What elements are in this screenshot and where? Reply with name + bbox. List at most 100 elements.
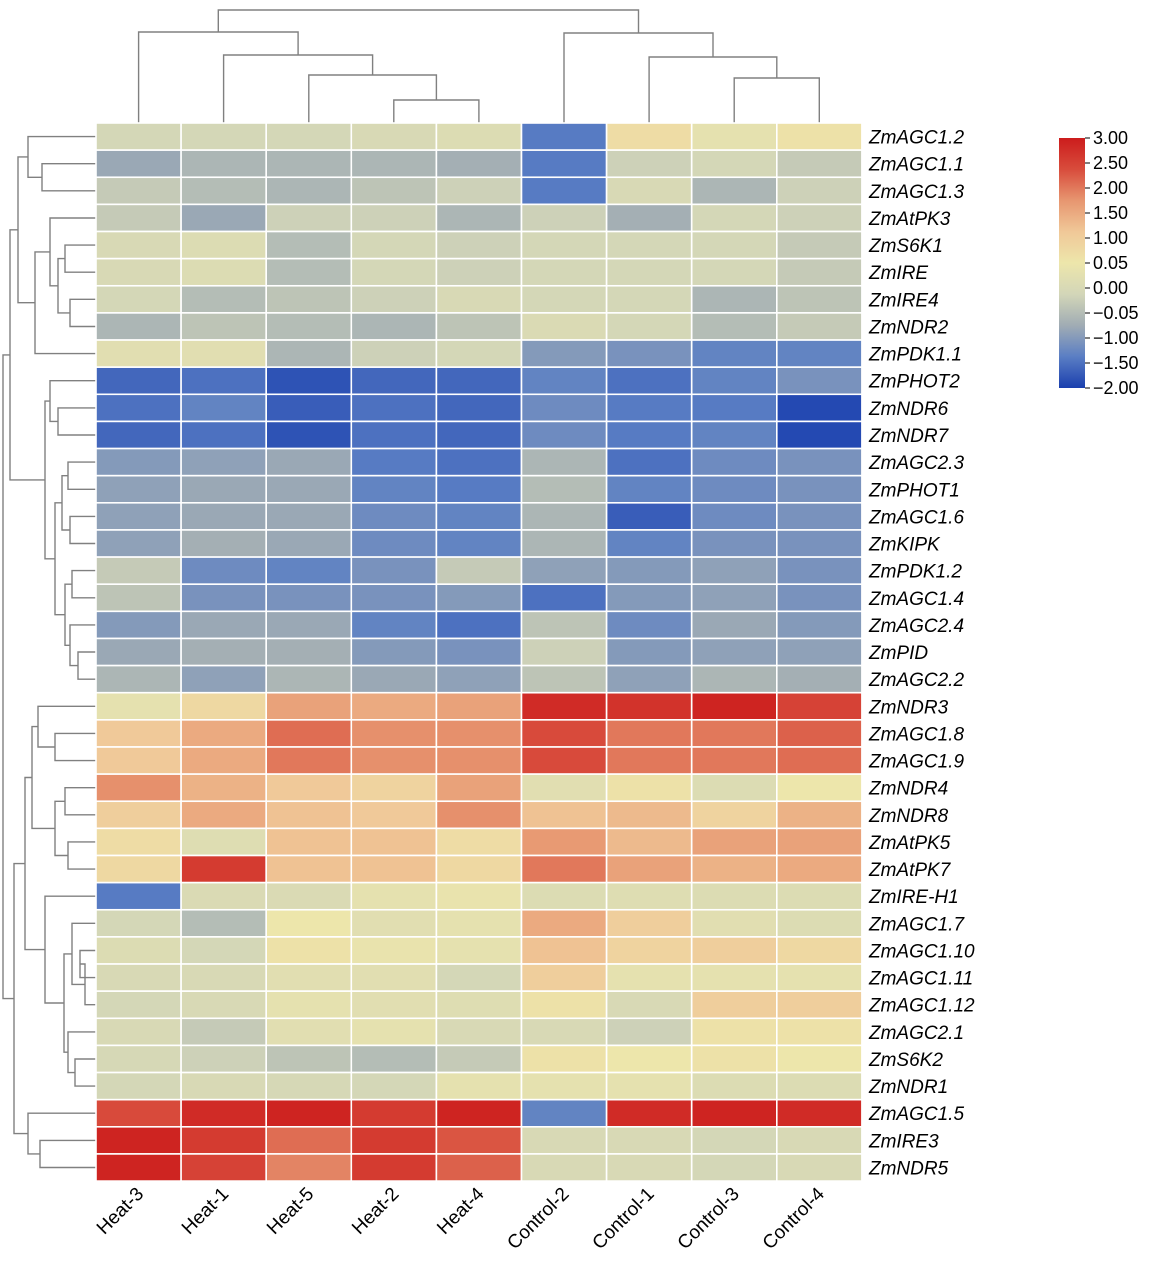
heatmap-cell [180,881,268,911]
row-dendrogram-link [77,651,96,680]
heatmap-cell [690,556,778,586]
heatmap-cell [775,447,863,477]
heatmap-cell [775,1098,863,1128]
heatmap-cell [265,664,353,694]
heatmap-cell [95,447,182,477]
heatmap-cell [180,339,268,368]
heatmap-cell [605,637,693,667]
heatmap-cell [690,176,778,206]
heatmap-cell [520,610,608,640]
heatmap-cells [95,122,863,1182]
row-label: ZmAGC1.12 [868,996,975,1017]
heatmap-cell [265,230,353,260]
heatmap-cell [690,746,778,775]
column-dendrogram-link [137,31,299,123]
row-label: ZmAtPK5 [868,833,951,854]
heatmap-cell [350,502,438,531]
heatmap-cell [350,963,438,992]
column-label: Heat-3 [93,1184,148,1239]
heatmap-cell [435,800,523,830]
heatmap-cell [435,827,523,857]
heatmap-cell [265,881,353,911]
row-label: ZmAGC1.5 [868,1104,964,1125]
heatmap-cell [95,610,182,640]
heatmap-cell [775,664,863,694]
row-dendrogram-link [13,862,28,1135]
heatmap-cell [95,854,182,884]
heatmap-cell [95,881,182,911]
heatmap-cell [690,854,778,884]
row-label: ZmAGC2.4 [868,616,964,637]
heatmap-cell [690,203,778,233]
heatmap-cell [180,149,268,179]
heatmap-cell [775,176,863,206]
heatmap-cell [95,1098,182,1128]
heatmap-cell [690,122,778,151]
heatmap-cell [350,176,438,206]
row-label: ZmAGC1.2 [868,128,964,149]
heatmap-cell [690,664,778,694]
heatmap-cell [690,257,778,287]
column-dendrogram-link [222,54,374,123]
heatmap-cell [605,366,693,396]
heatmap-cell [350,1153,438,1182]
heatmap-cell [605,257,693,287]
heatmap-cell [605,881,693,911]
heatmap-cell [350,1044,438,1074]
row-dendrogram-link [64,583,72,646]
heatmap-cell [520,502,608,531]
heatmap-cell [775,990,863,1020]
heatmap-cell [520,556,608,586]
heatmap-cell [435,610,523,640]
heatmap-cell [435,691,523,721]
row-dendrogram-link [2,354,14,1000]
row-labels: ZmAGC1.2 ZmAGC1.1 ZmAGC1.3 ZmAtPK3 ZmS6K1 ZmI… [868,128,975,1180]
heatmap-cell [95,1044,182,1074]
row-dendrogram-link [39,1139,96,1169]
heatmap-cell [435,1126,523,1155]
row-dendrogram-link [71,922,96,986]
heatmap-cell [605,556,693,586]
heatmap-cell [180,393,268,423]
heatmap-cell [95,1071,182,1101]
heatmap-cell [775,854,863,884]
heatmap-cell [605,1017,693,1047]
heatmap-cell [605,1126,693,1155]
heatmap-cell [690,691,778,721]
heatmap-cell [265,122,353,151]
heatmap-cell [775,1126,863,1155]
row-dendrogram-link [41,163,96,192]
heatmap-cell [775,936,863,965]
row-dendrogram-link [44,400,55,560]
colorbar-tick-label: 1.00 [1093,228,1128,248]
heatmap-cell [180,1098,268,1128]
heatmap-cell [95,664,182,694]
column-label: Heat-4 [433,1183,488,1238]
heatmap-cell [435,990,523,1020]
row-dendrogram-link [54,502,65,616]
heatmap-cell [350,664,438,694]
heatmap-cell [775,1153,863,1182]
heatmap-cell [95,230,182,260]
heatmap-cell [435,936,523,965]
heatmap-cell [520,149,608,179]
heatmap-cell [690,908,778,938]
column-labels: Heat-3 Heat-1 Heat-5 Heat-2 Heat-4 Control-2 C… [93,1183,829,1253]
heatmap-cell [605,339,693,368]
heatmap-cell [95,366,182,396]
heatmap-cell [435,1044,523,1074]
heatmap-cell [690,936,778,965]
heatmap-cell [775,474,863,504]
heatmap-cell [605,963,693,992]
heatmap-cell [690,773,778,803]
heatmap-cell [95,176,182,206]
row-label: ZmAGC1.9 [868,752,964,773]
heatmap-cell [265,936,353,965]
heatmap-cell [350,312,438,341]
heatmap-cell [775,1017,863,1047]
heatmap-cell [350,203,438,233]
heatmap-cell [690,366,778,396]
heatmap-cell [435,393,523,423]
heatmap-cell [775,284,863,314]
row-label: ZmNDR4 [868,779,948,800]
